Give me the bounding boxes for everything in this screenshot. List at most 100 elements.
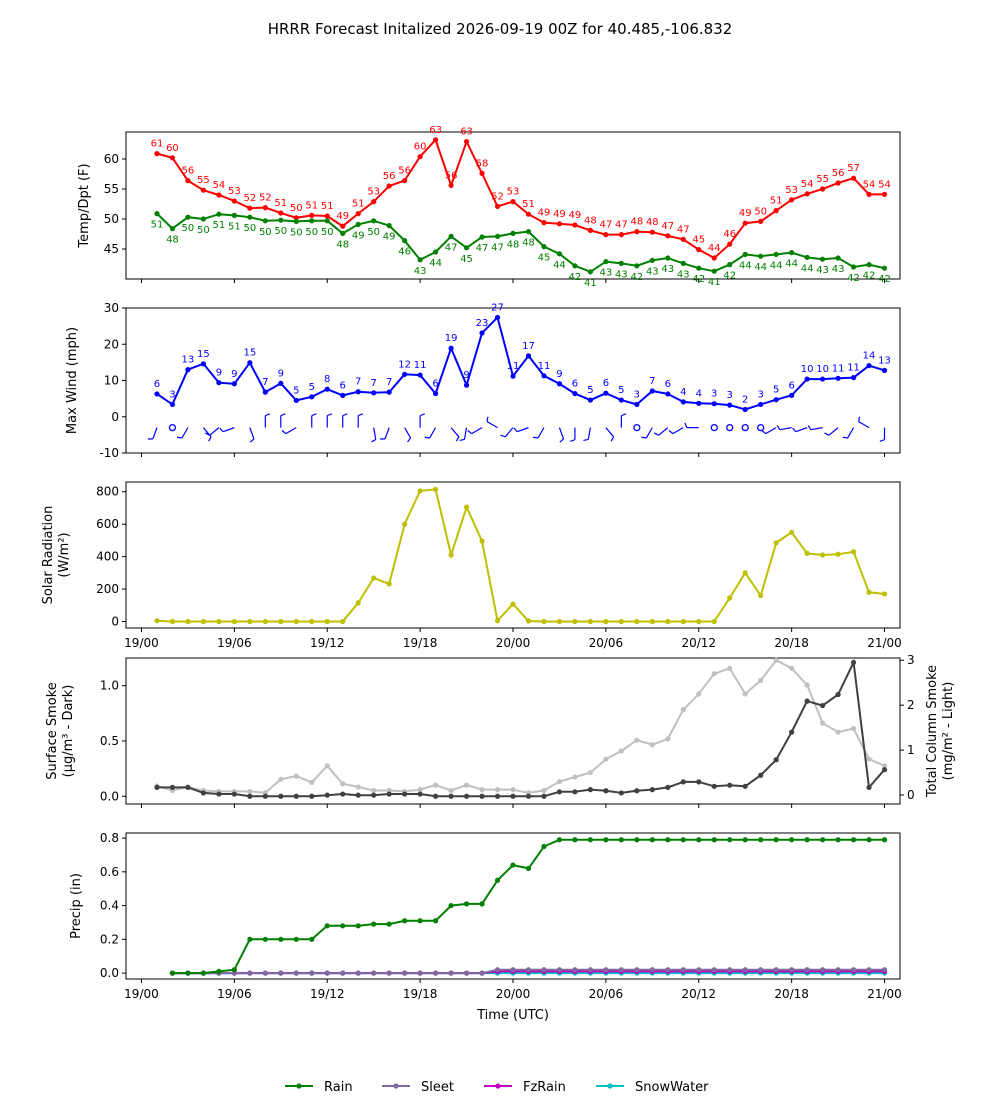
- rain-point: [618, 837, 624, 843]
- max-wind-point: [154, 391, 160, 397]
- surface-smoke-point: [618, 790, 624, 796]
- solar-radiation-point: [773, 540, 779, 546]
- wind-barb-icon: [504, 427, 514, 438]
- wind-barb-icon: [672, 427, 684, 435]
- wind-barb-icon: [792, 427, 797, 433]
- solar-radiation-point: [169, 618, 176, 625]
- temperature-data-label: 60: [166, 143, 179, 154]
- surface-smoke-point: [804, 698, 810, 704]
- solar-radiation-point: [247, 618, 253, 625]
- dew-point-data-label: 50: [367, 227, 380, 238]
- wind-barb-icon: [208, 436, 212, 442]
- surface-smoke-point: [587, 787, 594, 793]
- dew-point-point: [200, 216, 206, 222]
- max-wind-data-label: 4: [696, 388, 702, 399]
- wind-barb-icon: [219, 427, 224, 433]
- dew-point-point: [494, 233, 501, 239]
- sleet-point: [773, 967, 779, 973]
- surface-smoke-point: [479, 793, 485, 799]
- y-tick-label: 0: [111, 410, 119, 424]
- surface-smoke-point: [417, 791, 423, 797]
- wind-barb-icon: [658, 427, 669, 436]
- total-column-smoke-point: [448, 787, 454, 794]
- dew-point-point: [293, 218, 299, 224]
- wind-barb-icon: [537, 427, 545, 439]
- total-column-smoke-point: [479, 787, 485, 793]
- solar-radiation-point: [680, 618, 686, 625]
- rain-point: [231, 967, 237, 973]
- temperature-data-label: 56: [445, 170, 458, 181]
- surface-smoke-point: [541, 793, 547, 799]
- dew-point-point: [572, 263, 578, 269]
- wind-barb-icon: [181, 427, 189, 439]
- wind-barb-icon: [558, 427, 565, 440]
- wind-barb-icon: [455, 436, 460, 442]
- y-axis-label: Surface Smoke(µg/m³ - Dark): [45, 682, 76, 780]
- y-tick-label: -10: [99, 446, 119, 460]
- temperature-point: [634, 229, 640, 235]
- wind-barb-icon: [621, 413, 627, 417]
- wind-barb-icon: [281, 430, 287, 435]
- temperature-data-label: 48: [584, 215, 597, 226]
- wind-barb-icon: [463, 427, 468, 440]
- temperature-point: [850, 175, 857, 181]
- solar-radiation-point: [340, 618, 346, 625]
- max-wind-data-label: 6: [572, 379, 578, 390]
- temperature-point: [680, 236, 686, 242]
- temperature-data-label: 49: [553, 209, 566, 220]
- rain-point: [463, 901, 470, 907]
- y-tick-label: 200: [96, 582, 119, 596]
- rain-point: [742, 837, 748, 843]
- surface-smoke-point: [293, 793, 299, 799]
- max-wind-data-label: 4: [680, 387, 686, 398]
- solar-radiation-point: [494, 618, 501, 624]
- temperature-data-label: 53: [228, 186, 241, 197]
- sleet-point: [402, 970, 408, 976]
- max-wind-point: [696, 400, 702, 406]
- surface-smoke-point: [309, 793, 315, 799]
- wind-barb-icon: [879, 439, 885, 442]
- surface-smoke-point: [371, 792, 377, 798]
- max-wind-point: [216, 380, 222, 386]
- dew-point-point: [324, 218, 330, 224]
- temperature-data-label: 51: [274, 198, 287, 209]
- surface-smoke-point: [169, 784, 176, 791]
- dew-point-data-label: 44: [553, 260, 566, 271]
- surface-smoke-point: [154, 784, 160, 791]
- figure-title: HRRR Forecast Initalized 2026-09-19 00Z …: [268, 20, 733, 38]
- surface-smoke-point: [665, 784, 671, 791]
- temperature-point: [169, 155, 176, 161]
- max-wind-data-label: 9: [231, 369, 237, 380]
- surface-smoke-point: [231, 791, 237, 797]
- x-tick-label: 20/00: [496, 636, 531, 650]
- x-tick-label: 19/18: [403, 636, 438, 650]
- surface-smoke-point: [835, 691, 841, 698]
- temperature-data-label: 44: [708, 243, 721, 254]
- total-column-smoke-point: [556, 778, 563, 785]
- surface-smoke-point: [711, 783, 717, 789]
- rain-point: [216, 968, 222, 975]
- wind-barb-icon: [209, 427, 220, 436]
- total-column-smoke-point: [371, 787, 377, 794]
- temperature-data-label: 52: [259, 193, 272, 204]
- total-column-smoke-point: [773, 657, 779, 663]
- dew-point-point: [603, 259, 609, 265]
- dew-point-point: [231, 212, 237, 218]
- temperature-data-label: 54: [863, 179, 876, 190]
- legend-item-snowwater: SnowWater: [596, 1080, 709, 1095]
- surface-smoke-point: [185, 784, 191, 791]
- max-wind-data-label: 14: [863, 351, 876, 362]
- max-wind-point: [479, 330, 485, 336]
- max-wind-data-label: 11: [832, 363, 845, 374]
- surface-smoke-point: [200, 790, 206, 796]
- rain-point: [835, 837, 841, 843]
- max-wind-data-label: 7: [262, 377, 268, 388]
- temperature-data-label: 56: [398, 166, 411, 177]
- temperature-point: [665, 233, 671, 239]
- total-column-smoke-line: [156, 658, 885, 794]
- dew-point-data-label: 48: [166, 235, 179, 246]
- dew-point-point: [665, 255, 671, 261]
- y-axis-label: Precip (in): [69, 873, 84, 939]
- rain-point: [727, 837, 733, 843]
